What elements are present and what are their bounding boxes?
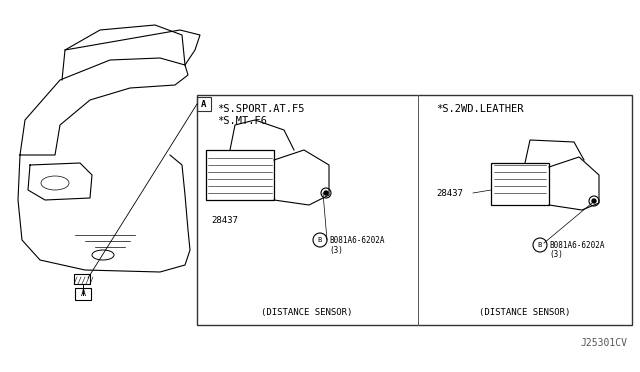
Circle shape <box>324 191 328 195</box>
Text: B081A6-6202A: B081A6-6202A <box>329 235 385 244</box>
Text: A: A <box>81 289 86 298</box>
Text: A: A <box>202 99 207 109</box>
Text: (3): (3) <box>329 246 343 254</box>
Text: B081A6-6202A: B081A6-6202A <box>549 241 605 250</box>
Bar <box>206 150 274 200</box>
Text: 28437: 28437 <box>436 189 463 198</box>
Text: (3): (3) <box>549 250 563 260</box>
Bar <box>74 274 90 284</box>
Bar <box>197 97 211 111</box>
Bar <box>491 163 549 205</box>
Text: J25301CV: J25301CV <box>580 338 627 348</box>
Text: *S.MT.F6: *S.MT.F6 <box>217 116 267 126</box>
Text: B: B <box>538 242 542 248</box>
Text: B: B <box>318 237 322 243</box>
Text: 28437: 28437 <box>211 215 238 224</box>
Text: (DISTANCE SENSOR): (DISTANCE SENSOR) <box>261 308 353 317</box>
Circle shape <box>592 199 596 203</box>
Bar <box>197 95 632 325</box>
Bar <box>75 288 91 300</box>
Text: *S.SPORT.AT.F5: *S.SPORT.AT.F5 <box>217 104 305 114</box>
Text: (DISTANCE SENSOR): (DISTANCE SENSOR) <box>479 308 571 317</box>
Text: *S.2WD.LEATHER: *S.2WD.LEATHER <box>436 104 524 114</box>
